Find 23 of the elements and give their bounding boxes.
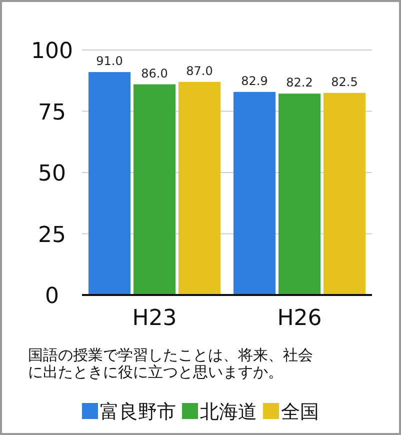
y-tick-label: 25 bbox=[38, 222, 66, 248]
legend-label: 富良野市 bbox=[100, 401, 176, 423]
bar bbox=[278, 94, 320, 295]
data-label: 87.0 bbox=[186, 64, 213, 78]
y-tick-label: 75 bbox=[38, 100, 66, 126]
bar bbox=[134, 84, 176, 295]
data-label: 82.2 bbox=[286, 76, 313, 90]
legend-label: 北海道 bbox=[200, 401, 257, 423]
x-tick-label: H26 bbox=[277, 306, 322, 331]
bar bbox=[324, 92, 366, 295]
data-label: 82.9 bbox=[241, 74, 268, 88]
legend-label: 全国 bbox=[281, 401, 319, 423]
data-label: 86.0 bbox=[141, 66, 168, 80]
data-label: 91.0 bbox=[96, 54, 123, 68]
text: 国語の授業で学習したことは、将来、社会に出たときに役に立つと思いますか。 bbox=[28, 346, 313, 381]
bar bbox=[178, 82, 220, 295]
bar bbox=[234, 92, 276, 295]
y-tick-label: 0 bbox=[45, 284, 59, 309]
bar bbox=[88, 72, 130, 295]
data-label: 82.5 bbox=[331, 74, 358, 89]
y-tick-label: 100 bbox=[31, 39, 73, 64]
y-tick-label: 50 bbox=[38, 162, 66, 186]
x-tick-label: H23 bbox=[132, 306, 177, 331]
